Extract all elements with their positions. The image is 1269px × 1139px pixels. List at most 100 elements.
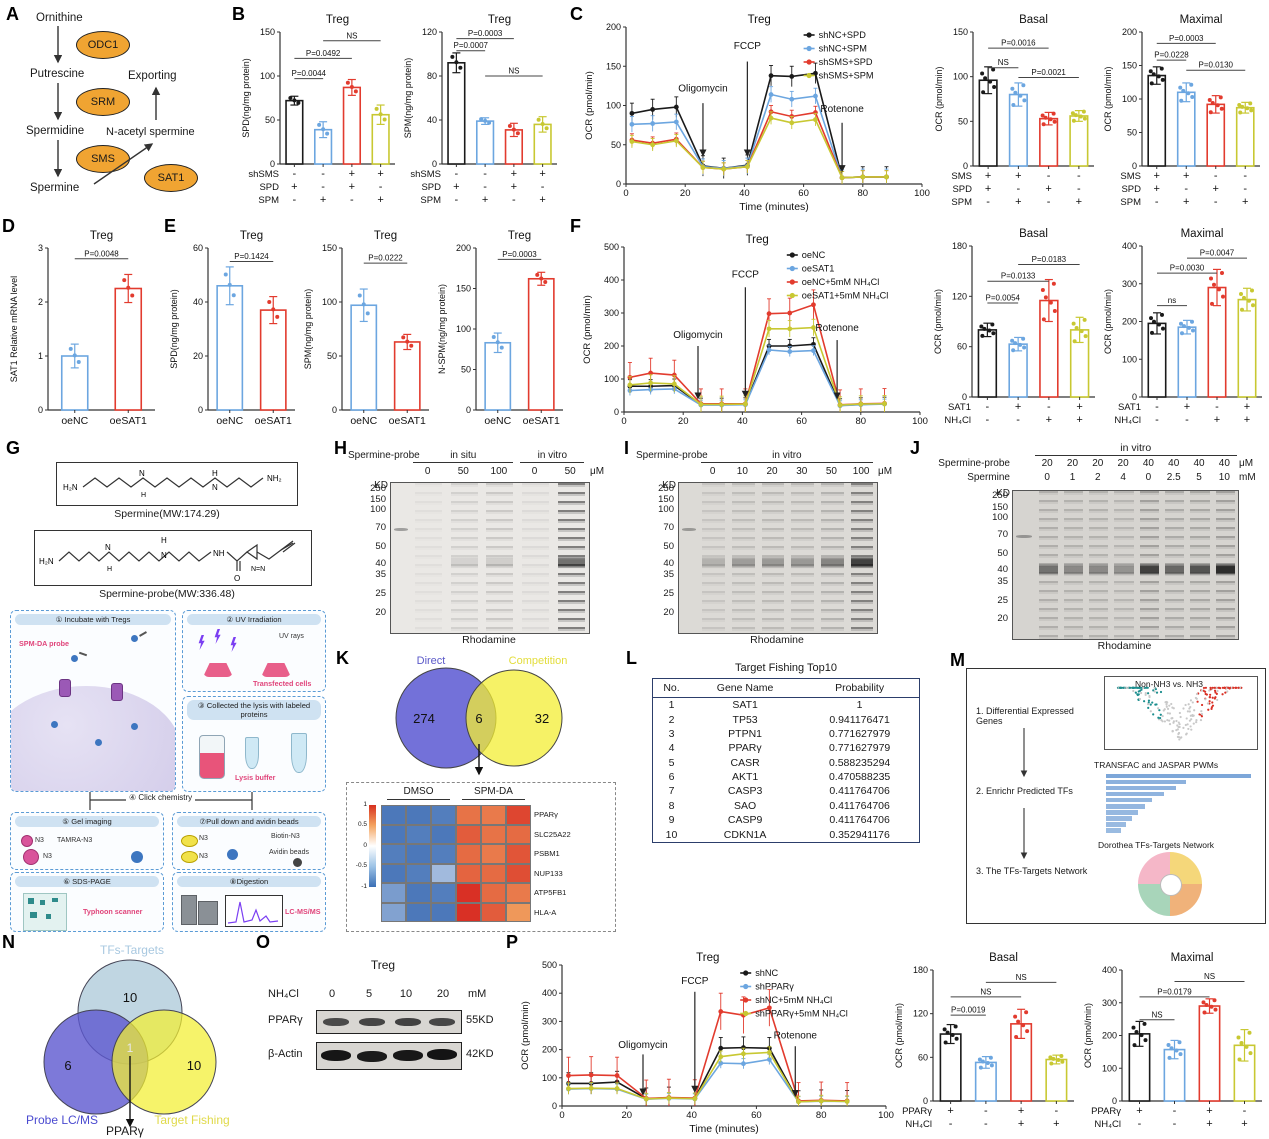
svg-text:SPM(ng/mg protein): SPM(ng/mg protein) [303, 289, 313, 370]
svg-text:50: 50 [265, 115, 275, 125]
chart-maximal-p: Maximal OCR (pmol/min) 0 100 200 300 400 NS P=0.… [1082, 950, 1267, 1136]
avidin-beads-label: Avidin beads [269, 849, 309, 856]
lcms-machine-icon [181, 895, 197, 925]
svg-text:SPM: SPM [258, 195, 279, 206]
svg-text:0: 0 [1132, 161, 1137, 171]
svg-text:H: H [107, 566, 112, 573]
svg-text:+: + [1183, 170, 1189, 182]
svg-text:NS: NS [1016, 973, 1027, 982]
panel-m-tf-workflow: 1. Differential Expressed Genes 2. Enric… [966, 668, 1266, 926]
svg-text:P=0.0054: P=0.0054 [986, 294, 1021, 303]
heatmap-box: 1 0.5 0 -0.5 -1 DMSO SPM-DA PPARγ SLC25A22 PSBM1 N… [346, 782, 616, 932]
probe-molecule-icon [131, 723, 138, 730]
probe-tail [139, 631, 147, 637]
svg-text:400: 400 [542, 988, 557, 998]
chart-basal-f: Basal OCR (pmol/min) 0 60 120 180 P=0.0054 P=0.… [932, 226, 1100, 432]
svg-text:NS: NS [1204, 972, 1215, 981]
svg-text:+: + [482, 194, 488, 206]
svg-text:100: 100 [1122, 94, 1137, 104]
svg-text:Treg: Treg [746, 234, 769, 246]
svg-text:-: - [1215, 401, 1219, 413]
svg-text:6: 6 [475, 711, 482, 726]
svg-text:Basal: Basal [1019, 228, 1048, 240]
svg-text:shSMS+SPM: shSMS+SPM [819, 71, 874, 81]
step5-header: ⑤ Gel imaging [15, 816, 159, 827]
chart-C: Treg OCR (pmol/min) Time (minutes) 0 50 100 15… [584, 14, 930, 213]
svg-text:NH₄Cl: NH₄Cl [1094, 1119, 1121, 1130]
svg-text:oeNC: oeNC [216, 415, 243, 427]
svg-text:shPPARγ: shPPARγ [755, 982, 794, 992]
svg-text:0: 0 [616, 179, 621, 189]
volcano-title: Non-NH3 vs. NH3 [1135, 679, 1204, 689]
svg-text:SAT1 Relative mRNA level: SAT1 Relative mRNA level [9, 276, 19, 382]
panel-c-label: C [570, 4, 583, 24]
svg-text:P=0.0047: P=0.0047 [1200, 249, 1235, 258]
table-header: Gene Name [689, 679, 801, 698]
svg-text:300: 300 [542, 1016, 557, 1026]
svg-text:Treg: Treg [326, 14, 349, 26]
chart-spm-treg: Treg SPM(ng/mg protein) 0 40 80 120 P=0.0007 P=… [402, 12, 562, 212]
chart-CB: Basal OCR (pmol/min) 0 50 100 150 NS P=0.0016 P=… [934, 14, 1094, 208]
svg-text:40: 40 [686, 1110, 697, 1121]
svg-text:1: 1 [38, 351, 43, 361]
svg-text:10: 10 [187, 1058, 201, 1073]
tamra-n3-label: TAMRA-N3 [57, 837, 93, 844]
chart-FM: Maximal OCR (pmol/min) 0 100 200 300 400 ns P=0.… [1103, 228, 1262, 426]
svg-text:-: - [321, 168, 325, 180]
svg-text:NS: NS [998, 58, 1009, 67]
svg-text:-: - [986, 196, 990, 208]
svg-text:Competition: Competition [509, 655, 568, 667]
svg-text:FCCP: FCCP [681, 976, 709, 987]
svg-text:Oligomycin: Oligomycin [618, 1040, 667, 1051]
svg-text:N: N [161, 551, 167, 560]
svg-text:+: + [1015, 196, 1021, 208]
svg-text:200: 200 [542, 1045, 557, 1055]
lightning-icon [198, 635, 205, 650]
svg-text:-: - [1047, 401, 1051, 413]
svg-text:60: 60 [193, 243, 203, 253]
svg-text:-: - [1016, 414, 1020, 426]
svg-text:-: - [1155, 401, 1159, 413]
svg-text:50: 50 [958, 116, 968, 126]
svg-text:P=0.0130: P=0.0130 [1199, 61, 1234, 70]
svg-text:Treg: Treg [748, 14, 771, 26]
svg-text:200: 200 [606, 22, 621, 32]
actin-kd: 42KD [466, 1048, 494, 1060]
pparg-row-label: PPARγ [268, 1014, 303, 1026]
svg-text:NH₂: NH₂ [267, 474, 282, 483]
svg-text:-: - [1214, 170, 1218, 182]
svg-text:NS: NS [508, 67, 519, 76]
chart-E3: Treg N-SPM(ng/mg protein) 0 50 100 150 200 P=0.… [437, 230, 563, 427]
svg-text:-: - [1047, 196, 1051, 208]
chart-spm-oesat1: Treg SPM(ng/mg protein) 0 50 100 150 P=0.0222 o… [302, 228, 434, 432]
svg-text:NH₄Cl: NH₄Cl [905, 1119, 932, 1130]
svg-text:SAT1: SAT1 [1118, 402, 1141, 413]
svg-text:200: 200 [456, 243, 471, 253]
metabolite-putrescine: Putrescine [30, 68, 85, 80]
svg-text:20: 20 [678, 416, 689, 427]
svg-text:P=0.0183: P=0.0183 [1032, 255, 1067, 264]
svg-text:NH₄Cl: NH₄Cl [944, 415, 971, 426]
lysis-buffer-label: Lysis buffer [235, 773, 276, 782]
svg-text:shNC+5mM NH₄Cl: shNC+5mM NH₄Cl [755, 995, 832, 1005]
svg-text:SPD: SPD [421, 182, 441, 193]
svg-text:100: 100 [1102, 1063, 1117, 1073]
svg-text:-: - [1243, 183, 1247, 195]
enzyme-odc1: ODC1 [76, 31, 130, 59]
svg-text:0: 0 [552, 1101, 557, 1111]
svg-text:Oligomycin: Oligomycin [678, 83, 727, 94]
svg-text:0: 0 [432, 159, 437, 169]
svg-text:+: + [349, 181, 355, 193]
svg-text:-: - [293, 168, 297, 180]
bottle-icon [199, 735, 225, 779]
svg-text:+: + [1154, 170, 1160, 182]
enzyme-sat1: SAT1 [144, 164, 198, 192]
svg-text:P=0.0021: P=0.0021 [1031, 68, 1066, 77]
chart-E1: Treg SPD(ng/mg protein) 0 20 40 60 P=0.1424 oeN… [169, 230, 295, 427]
svg-text:P=0.0492: P=0.0492 [306, 49, 341, 58]
svg-text:0: 0 [198, 405, 203, 415]
svg-text:shNC: shNC [755, 968, 778, 978]
svg-text:+: + [1046, 414, 1052, 426]
svg-text:oeSAT1+5mM NH₄Cl: oeSAT1+5mM NH₄Cl [802, 291, 889, 301]
